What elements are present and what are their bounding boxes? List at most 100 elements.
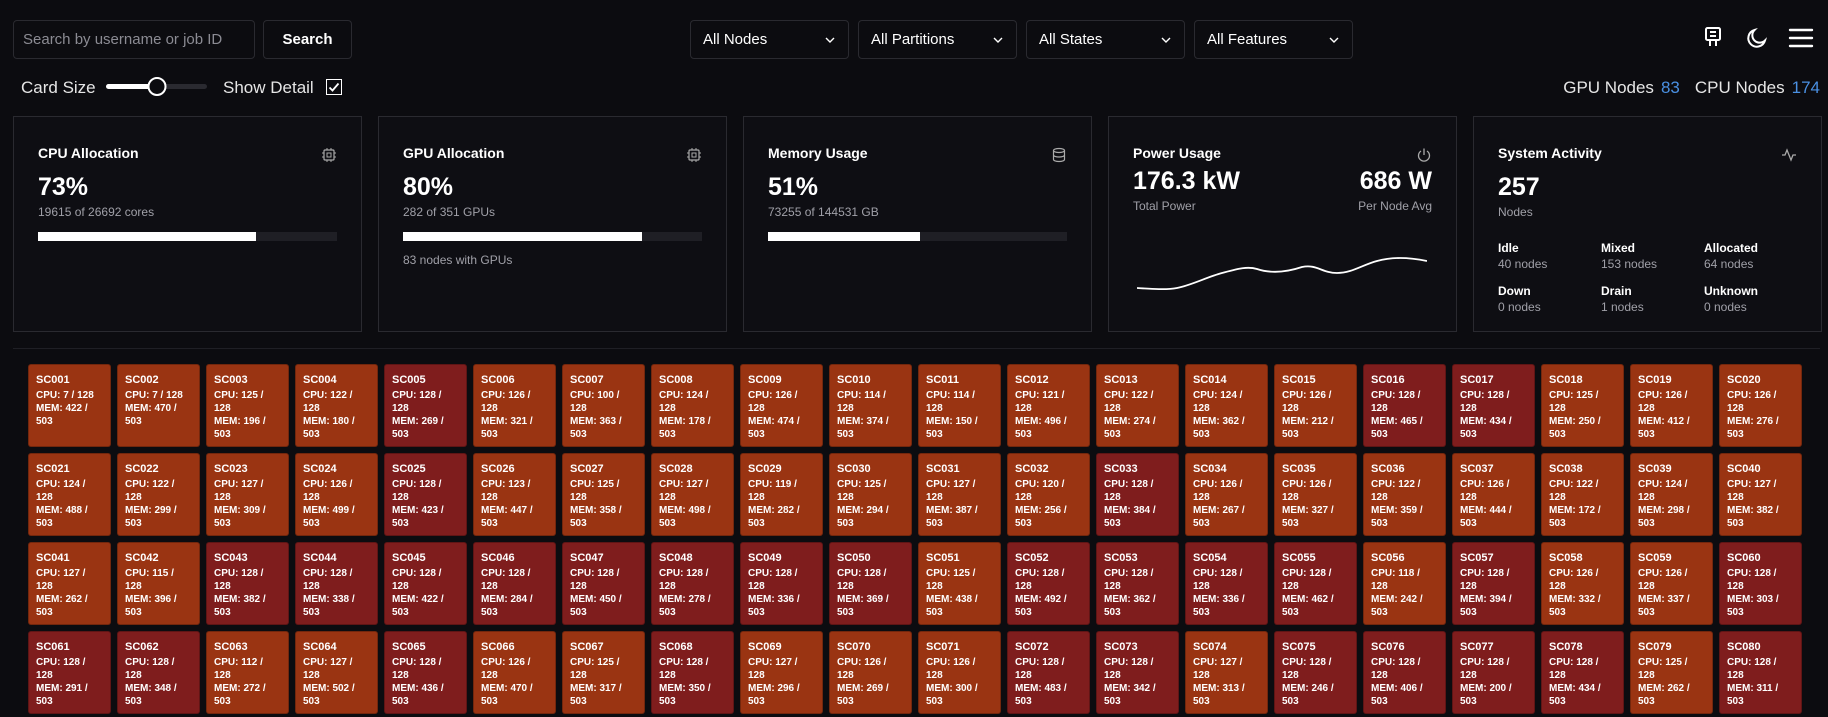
node-mem: MEM: 342 / 503	[1104, 683, 1156, 707]
node-card-sc029[interactable]: SC029 CPU: 119 / 128 MEM: 282 / 503	[740, 453, 823, 536]
node-card-sc032[interactable]: SC032 CPU: 120 / 128 MEM: 256 / 503	[1007, 453, 1090, 536]
node-cpu: CPU: 128 / 128	[392, 568, 442, 592]
node-card-sc021[interactable]: SC021 CPU: 124 / 128 MEM: 488 / 503	[28, 453, 111, 536]
node-card-sc036[interactable]: SC036 CPU: 122 / 128 MEM: 359 / 503	[1363, 453, 1446, 536]
node-card-sc072[interactable]: SC072 CPU: 128 / 128 MEM: 483 / 503	[1007, 631, 1090, 714]
node-card-sc076[interactable]: SC076 CPU: 128 / 128 MEM: 406 / 503	[1363, 631, 1446, 714]
search-button[interactable]: Search	[263, 20, 352, 59]
node-card-sc010[interactable]: SC010 CPU: 114 / 128 MEM: 374 / 503	[829, 364, 912, 447]
slider-thumb[interactable]	[147, 77, 166, 96]
search-input[interactable]	[13, 20, 255, 59]
node-card-sc047[interactable]: SC047 CPU: 128 / 128 MEM: 450 / 503	[562, 542, 645, 625]
node-card-sc025[interactable]: SC025 CPU: 128 / 128 MEM: 423 / 503	[384, 453, 467, 536]
node-card-sc068[interactable]: SC068 CPU: 128 / 128 MEM: 350 / 503	[651, 631, 734, 714]
node-card-sc057[interactable]: SC057 CPU: 128 / 128 MEM: 394 / 503	[1452, 542, 1535, 625]
node-card-sc039[interactable]: SC039 CPU: 124 / 128 MEM: 298 / 503	[1630, 453, 1713, 536]
node-card-sc002[interactable]: SC002 CPU: 7 / 128 MEM: 470 / 503	[117, 364, 200, 447]
node-card-sc017[interactable]: SC017 CPU: 128 / 128 MEM: 434 / 503	[1452, 364, 1535, 447]
node-card-sc030[interactable]: SC030 CPU: 125 / 128 MEM: 294 / 503	[829, 453, 912, 536]
node-card-sc048[interactable]: SC048 CPU: 128 / 128 MEM: 278 / 503	[651, 542, 734, 625]
node-card-sc028[interactable]: SC028 CPU: 127 / 128 MEM: 498 / 503	[651, 453, 734, 536]
node-card-sc005[interactable]: SC005 CPU: 128 / 128 MEM: 269 / 503	[384, 364, 467, 447]
node-card-sc022[interactable]: SC022 CPU: 122 / 128 MEM: 299 / 503	[117, 453, 200, 536]
node-cpu: CPU: 125 / 128	[926, 568, 976, 592]
node-card-sc003[interactable]: SC003 CPU: 125 / 128 MEM: 196 / 503	[206, 364, 289, 447]
node-card-sc055[interactable]: SC055 CPU: 128 / 128 MEM: 462 / 503	[1274, 542, 1357, 625]
node-card-sc026[interactable]: SC026 CPU: 123 / 128 MEM: 447 / 503	[473, 453, 556, 536]
power-icon	[1417, 148, 1431, 162]
node-card-sc011[interactable]: SC011 CPU: 114 / 128 MEM: 150 / 503	[918, 364, 1001, 447]
node-card-sc071[interactable]: SC071 CPU: 126 / 128 MEM: 300 / 503	[918, 631, 1001, 714]
node-card-sc069[interactable]: SC069 CPU: 127 / 128 MEM: 296 / 503	[740, 631, 823, 714]
node-card-sc027[interactable]: SC027 CPU: 125 / 128 MEM: 358 / 503	[562, 453, 645, 536]
node-card-sc075[interactable]: SC075 CPU: 128 / 128 MEM: 246 / 503	[1274, 631, 1357, 714]
node-mem: MEM: 321 / 503	[481, 416, 533, 440]
node-card-sc061[interactable]: SC061 CPU: 128 / 128 MEM: 291 / 503	[28, 631, 111, 714]
node-card-sc008[interactable]: SC008 CPU: 124 / 128 MEM: 178 / 503	[651, 364, 734, 447]
node-card-sc001[interactable]: SC001 CPU: 7 / 128 MEM: 422 / 503	[28, 364, 111, 447]
node-card-sc018[interactable]: SC018 CPU: 125 / 128 MEM: 250 / 503	[1541, 364, 1624, 447]
node-name: SC029	[748, 463, 782, 475]
node-card-sc078[interactable]: SC078 CPU: 128 / 128 MEM: 434 / 503	[1541, 631, 1624, 714]
node-card-sc058[interactable]: SC058 CPU: 126 / 128 MEM: 332 / 503	[1541, 542, 1624, 625]
states-filter-select[interactable]: All States	[1026, 20, 1185, 59]
node-card-sc037[interactable]: SC037 CPU: 126 / 128 MEM: 444 / 503	[1452, 453, 1535, 536]
features-filter-select[interactable]: All Features	[1194, 20, 1353, 59]
node-card-sc067[interactable]: SC067 CPU: 125 / 128 MEM: 317 / 503	[562, 631, 645, 714]
node-card-sc044[interactable]: SC044 CPU: 128 / 128 MEM: 338 / 503	[295, 542, 378, 625]
node-card-sc062[interactable]: SC062 CPU: 128 / 128 MEM: 348 / 503	[117, 631, 200, 714]
node-card-sc006[interactable]: SC006 CPU: 126 / 128 MEM: 321 / 503	[473, 364, 556, 447]
node-card-sc073[interactable]: SC073 CPU: 128 / 128 MEM: 342 / 503	[1096, 631, 1179, 714]
node-card-sc052[interactable]: SC052 CPU: 128 / 128 MEM: 492 / 503	[1007, 542, 1090, 625]
node-card-sc065[interactable]: SC065 CPU: 128 / 128 MEM: 436 / 503	[384, 631, 467, 714]
node-card-sc063[interactable]: SC063 CPU: 112 / 128 MEM: 272 / 503	[206, 631, 289, 714]
node-card-sc033[interactable]: SC033 CPU: 128 / 128 MEM: 384 / 503	[1096, 453, 1179, 536]
node-card-sc077[interactable]: SC077 CPU: 128 / 128 MEM: 200 / 503	[1452, 631, 1535, 714]
node-card-sc066[interactable]: SC066 CPU: 126 / 128 MEM: 470 / 503	[473, 631, 556, 714]
node-card-sc049[interactable]: SC049 CPU: 128 / 128 MEM: 336 / 503	[740, 542, 823, 625]
node-card-sc015[interactable]: SC015 CPU: 126 / 128 MEM: 212 / 503	[1274, 364, 1357, 447]
node-card-sc043[interactable]: SC043 CPU: 128 / 128 MEM: 382 / 503	[206, 542, 289, 625]
node-card-sc042[interactable]: SC042 CPU: 115 / 128 MEM: 396 / 503	[117, 542, 200, 625]
node-card-sc080[interactable]: SC080 CPU: 128 / 128 MEM: 311 / 503	[1719, 631, 1802, 714]
node-card-sc050[interactable]: SC050 CPU: 128 / 128 MEM: 369 / 503	[829, 542, 912, 625]
node-card-sc012[interactable]: SC012 CPU: 121 / 128 MEM: 496 / 503	[1007, 364, 1090, 447]
node-card-sc070[interactable]: SC070 CPU: 126 / 128 MEM: 269 / 503	[829, 631, 912, 714]
node-card-sc054[interactable]: SC054 CPU: 128 / 128 MEM: 336 / 503	[1185, 542, 1268, 625]
card-size-slider[interactable]	[106, 77, 207, 96]
node-card-sc053[interactable]: SC053 CPU: 128 / 128 MEM: 362 / 503	[1096, 542, 1179, 625]
show-detail-checkbox[interactable]	[326, 79, 342, 95]
node-card-sc023[interactable]: SC023 CPU: 127 / 128 MEM: 309 / 503	[206, 453, 289, 536]
node-card-sc045[interactable]: SC045 CPU: 128 / 128 MEM: 422 / 503	[384, 542, 467, 625]
node-card-sc016[interactable]: SC016 CPU: 128 / 128 MEM: 465 / 503	[1363, 364, 1446, 447]
node-card-sc064[interactable]: SC064 CPU: 127 / 128 MEM: 502 / 503	[295, 631, 378, 714]
node-card-sc007[interactable]: SC007 CPU: 100 / 128 MEM: 363 / 503	[562, 364, 645, 447]
node-card-sc020[interactable]: SC020 CPU: 126 / 128 MEM: 276 / 503	[1719, 364, 1802, 447]
node-card-sc079[interactable]: SC079 CPU: 125 / 128 MEM: 262 / 503	[1630, 631, 1713, 714]
nodes-filter-select[interactable]: All Nodes	[690, 20, 849, 59]
node-card-sc059[interactable]: SC059 CPU: 126 / 128 MEM: 337 / 503	[1630, 542, 1713, 625]
menu-icon[interactable]	[1787, 24, 1815, 52]
node-card-sc035[interactable]: SC035 CPU: 126 / 128 MEM: 327 / 503	[1274, 453, 1357, 536]
gpu-card-icon[interactable]	[1699, 24, 1727, 52]
partitions-filter-select[interactable]: All Partitions	[858, 20, 1017, 59]
node-card-sc014[interactable]: SC014 CPU: 124 / 128 MEM: 362 / 503	[1185, 364, 1268, 447]
node-card-sc038[interactable]: SC038 CPU: 122 / 128 MEM: 172 / 503	[1541, 453, 1624, 536]
node-cpu: CPU: 127 / 128	[36, 568, 86, 592]
node-card-sc031[interactable]: SC031 CPU: 127 / 128 MEM: 387 / 503	[918, 453, 1001, 536]
node-card-sc034[interactable]: SC034 CPU: 126 / 128 MEM: 267 / 503	[1185, 453, 1268, 536]
node-card-sc074[interactable]: SC074 CPU: 127 / 128 MEM: 313 / 503	[1185, 631, 1268, 714]
node-card-sc046[interactable]: SC046 CPU: 128 / 128 MEM: 284 / 503	[473, 542, 556, 625]
node-card-sc040[interactable]: SC040 CPU: 127 / 128 MEM: 382 / 503	[1719, 453, 1802, 536]
moon-icon[interactable]	[1743, 24, 1771, 52]
node-card-sc056[interactable]: SC056 CPU: 118 / 128 MEM: 242 / 503	[1363, 542, 1446, 625]
node-card-sc024[interactable]: SC024 CPU: 126 / 128 MEM: 499 / 503	[295, 453, 378, 536]
node-mem: MEM: 242 / 503	[1371, 594, 1423, 618]
node-card-sc009[interactable]: SC009 CPU: 126 / 128 MEM: 474 / 503	[740, 364, 823, 447]
node-card-sc013[interactable]: SC013 CPU: 122 / 128 MEM: 274 / 503	[1096, 364, 1179, 447]
node-card-sc051[interactable]: SC051 CPU: 125 / 128 MEM: 438 / 503	[918, 542, 1001, 625]
node-card-sc041[interactable]: SC041 CPU: 127 / 128 MEM: 262 / 503	[28, 542, 111, 625]
node-card-sc004[interactable]: SC004 CPU: 122 / 128 MEM: 180 / 503	[295, 364, 378, 447]
node-card-sc019[interactable]: SC019 CPU: 126 / 128 MEM: 412 / 503	[1630, 364, 1713, 447]
node-card-sc060[interactable]: SC060 CPU: 128 / 128 MEM: 303 / 503	[1719, 542, 1802, 625]
